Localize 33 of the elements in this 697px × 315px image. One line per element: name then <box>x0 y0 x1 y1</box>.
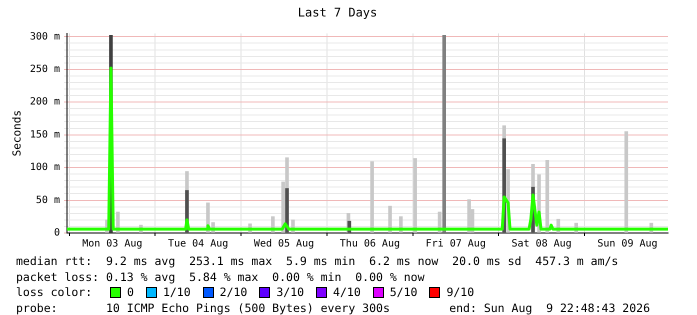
text: 0 <box>127 285 134 300</box>
y-tick-label: 150 m <box>30 129 60 140</box>
text: median rtt: 9.2 ms avg 253.1 ms max 5.9 ms min 6.2 ms now 20.0 ms sd 457.3 m am/s <box>16 254 620 270</box>
x-tick-label: Wed 05 Aug <box>254 238 314 250</box>
text: 2/10 <box>220 285 248 300</box>
y-tick-label: 300 m <box>30 31 60 42</box>
bar <box>545 160 550 233</box>
y-tick-label: 200 m <box>30 96 60 108</box>
chart-title: Last 7 Days <box>298 5 378 20</box>
y-axis-title: Seconds <box>10 110 24 156</box>
y-tick-label: 0 <box>54 228 60 239</box>
text: probe: 10 ICMP Echo Pings (500 Bytes) every 300s <box>16 300 390 315</box>
bar <box>370 161 374 233</box>
x-tick-label: Fri 07 Aug <box>426 238 486 250</box>
x-tick-label: Tue 04 Aug <box>168 238 228 250</box>
text: 9/10 <box>446 285 474 300</box>
text: packet loss: 0.13 % avg 5.84 % max 0.00 % min 0.00 % now <box>16 270 426 285</box>
text: 3/10 <box>276 285 304 300</box>
y-tick-label: 100 m <box>30 162 60 174</box>
text: 4/10 <box>333 285 361 300</box>
text: loss color: <box>16 285 94 300</box>
text: 5/10 <box>390 285 418 300</box>
bar <box>413 158 417 233</box>
x-tick-label: Sun 09 Aug <box>597 238 658 250</box>
bar <box>442 35 446 233</box>
y-tick-label: 50 m <box>36 194 60 206</box>
x-tick-label: Sat 08 Aug <box>511 238 572 250</box>
text: end: Sun Aug 9 22:48:43 2026 <box>449 300 650 315</box>
text: 1/10 <box>162 285 191 300</box>
x-tick-label: Thu 06 Aug <box>340 238 400 250</box>
bar <box>624 131 628 233</box>
x-tick-label: Mon 03 Aug <box>82 238 142 250</box>
y-tick-label: 250 m <box>30 64 60 75</box>
